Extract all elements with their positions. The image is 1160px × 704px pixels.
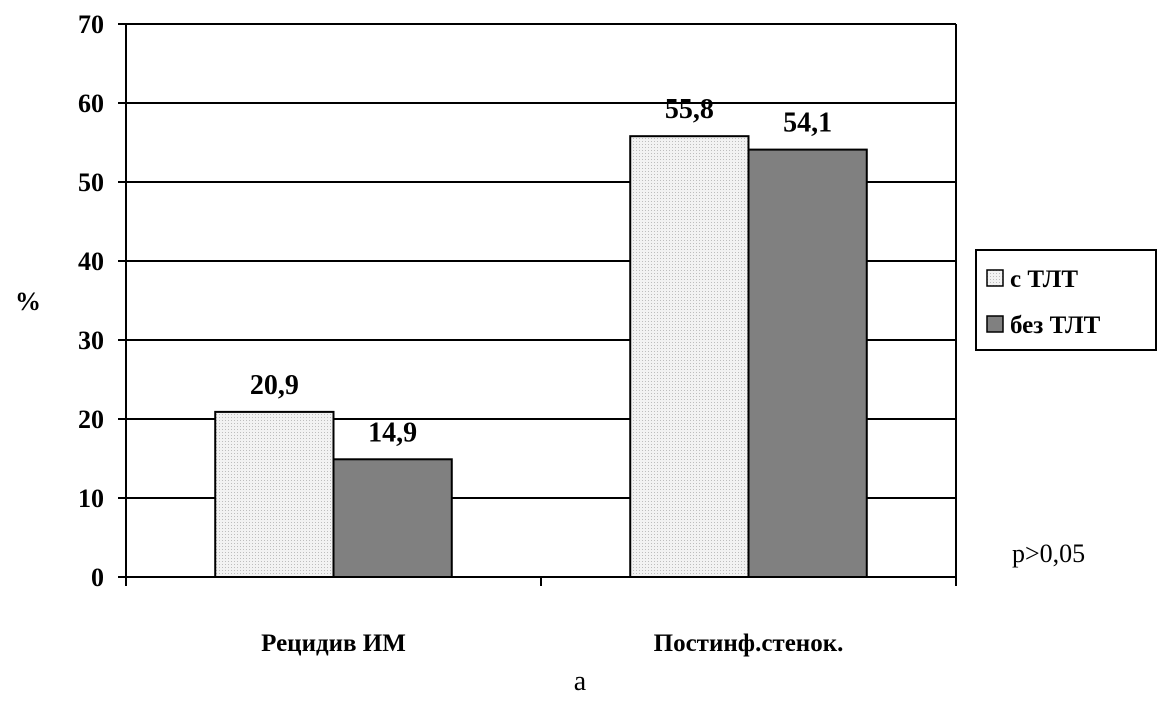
data-label: 55,8 (665, 94, 714, 125)
bar-without-tlt (747, 148, 868, 579)
x-category-label: Постинф.стенок. (654, 630, 844, 657)
axes (118, 23, 957, 586)
significance-note: p>0,05 (1012, 539, 1085, 568)
data-label: 14,9 (368, 417, 417, 448)
bar-with-tlt (629, 135, 750, 578)
legend-label: без ТЛТ (1010, 312, 1101, 339)
y-tick-label: 50 (78, 168, 104, 197)
y-axis-label: % (15, 287, 41, 316)
x-category-label: Рецидив ИМ (261, 630, 406, 657)
y-tick-label: 20 (78, 405, 104, 434)
legend-frame (975, 249, 1157, 351)
y-tick-label: 70 (78, 10, 104, 39)
legend: с ТЛТ без ТЛТ (975, 249, 1157, 351)
data-label: 54,1 (783, 108, 832, 139)
data-label: 20,9 (250, 370, 299, 401)
y-tick-label: 10 (78, 484, 104, 513)
legend-swatch (986, 269, 1004, 287)
bar-with-tlt (214, 410, 335, 579)
y-tick-label: 40 (78, 247, 104, 276)
bars (214, 135, 868, 579)
figure-caption: а (574, 666, 587, 697)
bar-without-tlt (332, 458, 453, 579)
legend-swatch (986, 315, 1004, 333)
legend-label: с ТЛТ (1010, 266, 1078, 293)
y-tick-label: 0 (91, 563, 104, 592)
y-tick-label: 30 (78, 326, 104, 355)
y-tick-label: 60 (78, 89, 104, 118)
labels: 0 10 20 30 40 50 60 70 20,9 14,9 Рецидив ИМ 55,8 54,… (78, 10, 843, 657)
